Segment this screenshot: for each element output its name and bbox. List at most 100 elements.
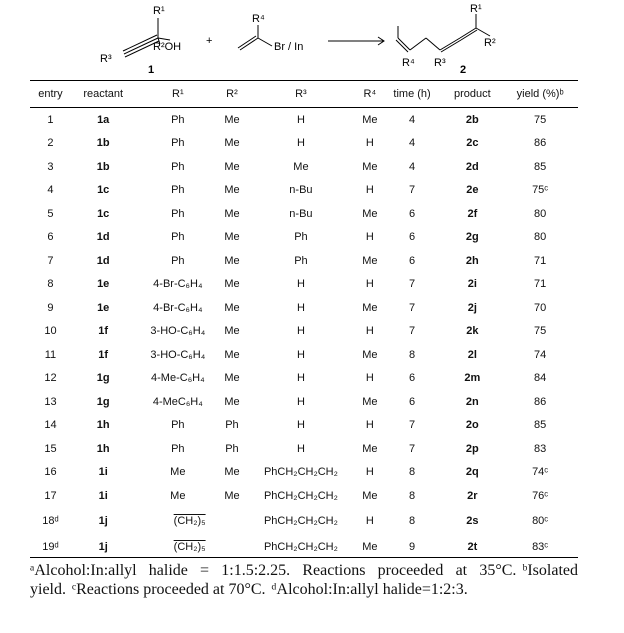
table-cell: H: [296, 137, 305, 150]
table-row: 14 1h Ph Ph H H 7 2o 85: [30, 414, 578, 438]
table-cell: 4-Br-C₆H₄: [153, 301, 203, 314]
table-cell: H: [365, 325, 374, 338]
table-row: 13 1g 4-MeC₆H₄ Me H Me 6 2n 86: [30, 390, 578, 414]
table-cell: 2l: [467, 348, 477, 361]
table-cell: H: [296, 372, 305, 385]
scheme-label: R¹: [470, 3, 482, 15]
table-cell: 1b: [96, 160, 110, 173]
table-cell: 7: [409, 325, 416, 338]
table-cell: Me: [224, 207, 240, 220]
table-cell: 1h: [96, 419, 110, 432]
table-cell: Ph: [171, 137, 185, 150]
table-cell: H: [296, 348, 305, 361]
column-header: R⁴: [358, 80, 382, 108]
table-cell: Ph: [171, 160, 185, 173]
table-cell: 5: [47, 207, 54, 220]
table-cell: 75: [534, 325, 547, 338]
table-cell: 4: [409, 137, 416, 150]
table-row: 18ᵈ 1j (CH₂)₅ PhCH₂CH₂CH₂ H 8 2s 80ᶜ: [30, 508, 578, 534]
table-cell: 7: [409, 419, 416, 432]
table-cell: 80: [534, 231, 547, 244]
table-cell: 6: [409, 231, 416, 244]
scheme-label: R²: [484, 37, 496, 49]
table-row: 4 1c Ph Me n-Bu H 7 2e 75ᶜ: [30, 179, 578, 203]
table-cell: 1d: [96, 254, 110, 267]
table-cell: 1i: [98, 466, 108, 479]
column-header: R²: [220, 80, 244, 108]
table-cell: 10: [44, 325, 57, 338]
table-cell: 1i: [98, 489, 108, 502]
table-cell: 1d: [96, 231, 110, 244]
table-cell: 8: [409, 489, 416, 502]
scheme-label: 1: [148, 64, 154, 76]
table-cell: n-Bu: [289, 184, 313, 197]
table-cell: 86: [534, 137, 547, 150]
table-row: 15 1h Ph Ph H Me 7 2p 83: [30, 437, 578, 461]
table-cell: H: [296, 419, 305, 432]
reaction-scheme: R¹ R²OH R³ 1 + R⁴ Br / In R¹ R² R⁴ R³ 2: [100, 3, 496, 76]
table-cell: 7: [409, 442, 416, 455]
table-cell: 11: [44, 348, 57, 361]
table-cell: 4-Br-C₆H₄: [153, 278, 203, 291]
table-cell: H: [296, 325, 305, 338]
table-cell: Ph: [171, 442, 185, 455]
scheme-label: +: [206, 35, 212, 47]
table-cell: Me: [362, 160, 378, 173]
table-cell: 85: [534, 419, 547, 432]
table-row: 7 1d Ph Me Ph Me 6 2h 71: [30, 249, 578, 273]
table-cell: 9: [409, 540, 416, 553]
scheme-label: R²OH: [153, 41, 181, 53]
table-cell: 3-HO-C₆H₄: [150, 348, 206, 361]
table-cell: 2b: [465, 113, 479, 126]
table-cell: 1g: [96, 395, 110, 408]
table-cell: H: [296, 442, 305, 455]
table-row: 5 1c Ph Me n-Bu Me 6 2f 80: [30, 202, 578, 226]
table-cell: 86: [534, 395, 547, 408]
table-cell: 75ᶜ: [532, 184, 549, 197]
column-header: R³: [243, 80, 359, 108]
table-cell: Ph: [171, 254, 185, 267]
table-cell: 80: [534, 207, 547, 220]
table-cell: 83: [534, 442, 547, 455]
scheme-label: R³: [100, 53, 112, 65]
column-header: R¹: [135, 80, 221, 108]
table-cell: Me: [224, 160, 240, 173]
table-cell: 1g: [96, 372, 110, 385]
scheme-label: R⁴: [252, 13, 265, 25]
table-cell: 3-HO-C₆H₄: [150, 325, 206, 338]
table-cell: PhCH₂CH₂CH₂: [263, 466, 338, 479]
table-cell: 2: [47, 137, 54, 150]
table-cell: Me: [362, 489, 378, 502]
table-cell: 8: [47, 278, 54, 291]
table-cell: 71: [534, 278, 547, 291]
table-cell: H: [365, 278, 374, 291]
table-row: 8 1e 4-Br-C₆H₄ Me H H 7 2i 71: [30, 273, 578, 297]
footnote: ᵃAlcohol:In:allyl halide = 1:1.5:2.25. R…: [30, 562, 517, 579]
table-cell: 17: [44, 489, 57, 502]
table-cell: 1f: [98, 325, 109, 338]
table-cell: H: [296, 395, 305, 408]
column-header: time (h): [381, 80, 443, 108]
table-cell: 1a: [97, 113, 110, 126]
table-cell: 2g: [465, 231, 479, 244]
table-cell: H: [365, 184, 374, 197]
table-cell: 8: [409, 348, 416, 361]
table-cell: 15: [44, 442, 57, 455]
scheme-label: R⁴: [402, 57, 415, 69]
table-cell: 2d: [465, 160, 479, 173]
table-cell: (CH₂)₅: [173, 514, 206, 527]
table-cell: 74: [534, 348, 547, 361]
table-cell: Me: [170, 489, 186, 502]
table-cell: 4: [409, 113, 416, 126]
table-cell: 1h: [96, 442, 110, 455]
table-cell: Me: [224, 184, 240, 197]
table-cell: 6: [409, 395, 416, 408]
table-cell: H: [365, 514, 374, 527]
table-cell: 8: [409, 466, 416, 479]
table-cell: Me: [224, 113, 240, 126]
table-row: 19ᵈ 1j (CH₂)₅ PhCH₂CH₂CH₂ Me 9 2t 83ᶜ: [30, 534, 578, 560]
column-header: product: [442, 80, 503, 108]
table-cell: Me: [224, 325, 240, 338]
table-cell: PhCH₂CH₂CH₂: [263, 540, 338, 553]
